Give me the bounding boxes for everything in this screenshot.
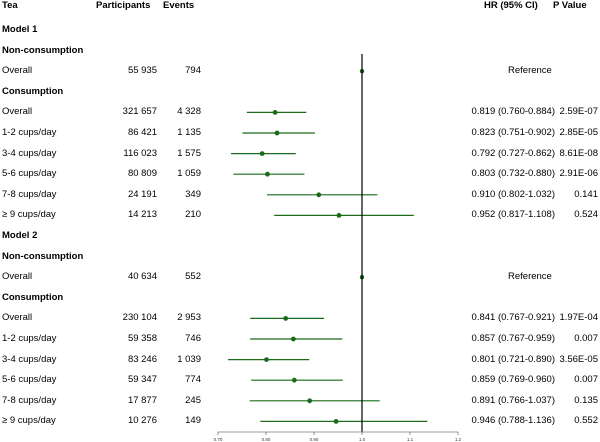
row-label: ≥ 9 cups/day	[2, 209, 56, 221]
p-value: 0.141	[574, 188, 598, 200]
hr-point	[272, 110, 278, 115]
model-heading: Model 2	[2, 230, 38, 241]
hr-point	[283, 316, 289, 321]
hr-point	[333, 419, 339, 424]
p-value: 3.56E-05	[559, 353, 598, 365]
hr-point	[291, 377, 297, 383]
hr-ci-value: 0.952 (0.817-1.108)	[471, 209, 555, 221]
p-value: 2.85E-05	[559, 127, 598, 138]
x-tick-label: 1.0	[359, 437, 366, 442]
hr-point	[316, 192, 322, 198]
x-tick-label: 1.2	[455, 437, 462, 442]
hr-point	[274, 130, 280, 136]
p-value: 0.552	[574, 415, 598, 427]
hr-point	[336, 213, 342, 218]
p-value: 0.007	[574, 374, 598, 386]
header-pvalue: P Value	[553, 0, 587, 11]
hr-ci-value: 0.819 (0.760-0.884)	[471, 106, 555, 118]
group-heading: Consumption	[2, 85, 64, 97]
events-value: 2 953	[177, 312, 201, 324]
header-participants: Participants	[96, 0, 151, 11]
hr-ci-value: 0.803 (0.732-0.880)	[471, 168, 555, 180]
participants-value: 40 634	[127, 271, 157, 283]
p-value: 0.007	[574, 333, 598, 344]
x-tick-label: 1.1	[407, 437, 414, 442]
events-value: 149	[185, 415, 201, 427]
events-value: 4 328	[177, 106, 201, 118]
events-value: 1 135	[177, 127, 201, 138]
p-value: 8.61E-08	[559, 147, 598, 159]
events-value: 746	[185, 333, 201, 344]
group-heading: Non-consumption	[2, 250, 84, 262]
p-value: 0.524	[574, 209, 598, 221]
row-label: Overall	[2, 106, 33, 118]
events-value: 210	[185, 209, 201, 221]
p-value: 0.135	[574, 394, 598, 406]
hr-ci-value: 0.792 (0.727-0.862)	[471, 147, 555, 159]
participants-value: 116 023	[123, 147, 157, 159]
x-tick-label: 0.80	[262, 437, 271, 442]
events-value: 794	[185, 65, 201, 77]
participants-value: 80 809	[127, 168, 157, 180]
x-tick-label: 0.70	[214, 437, 223, 442]
participants-value: 59 347	[127, 374, 157, 386]
participants-value: 17 877	[127, 394, 157, 406]
hr-point	[265, 171, 270, 177]
row-label: ≥ 9 cups/day	[2, 415, 56, 427]
row-label: 5-6 cups/day	[2, 168, 57, 180]
participants-value: 55 935	[127, 65, 157, 77]
participants-value: 86 421	[127, 127, 157, 138]
events-value: 774	[185, 374, 201, 386]
p-value: 2.59E-07	[559, 106, 598, 118]
events-value: 552	[185, 271, 201, 283]
hr-point	[290, 336, 296, 342]
hr-point	[259, 151, 265, 157]
row-label: Overall	[2, 65, 33, 77]
hr-ci-value: 0.857 (0.767-0.959)	[471, 333, 555, 344]
row-label: 3-4 cups/day	[2, 353, 57, 365]
p-value: 1.97E-04	[559, 312, 598, 324]
group-heading: Consumption	[2, 291, 64, 303]
hr-reference: Reference	[508, 271, 552, 283]
group-heading: Non-consumption	[2, 44, 84, 56]
model-heading: Model 1	[2, 24, 38, 35]
events-value: 1 575	[177, 147, 201, 159]
hr-ci-value: 0.823 (0.751-0.902)	[471, 127, 555, 138]
events-value: 349	[185, 188, 201, 200]
row-label: 1-2 cups/day	[2, 333, 57, 344]
events-value: 245	[185, 394, 201, 406]
participants-value: 14 213	[127, 209, 157, 221]
participants-value: 230 104	[122, 312, 157, 324]
header-events: Events	[163, 0, 195, 11]
hr-ci-value: 0.910 (0.802-1.032)	[471, 188, 555, 200]
header-hr: HR (95% CI)	[484, 0, 538, 11]
participants-value: 10 276	[127, 415, 157, 427]
p-value: 2.91E-06	[559, 168, 598, 180]
participants-value: 83 246	[127, 353, 157, 365]
x-tick-label: 0.90	[310, 437, 319, 442]
hr-reference: Reference	[508, 65, 552, 77]
hr-ci-value: 0.946 (0.788-1.136)	[471, 415, 555, 427]
participants-value: 59 358	[127, 333, 157, 344]
row-label: 7-8 cups/day	[2, 394, 57, 406]
row-label: 1-2 cups/day	[2, 127, 57, 138]
hr-ci-value: 0.841 (0.767-0.921)	[471, 312, 555, 324]
hr-ci-value: 0.891 (0.766-1.037)	[471, 394, 555, 406]
hr-point	[307, 398, 313, 404]
row-label: Overall	[2, 271, 33, 283]
row-label: 7-8 cups/day	[2, 188, 57, 200]
row-label: 5-6 cups/day	[2, 374, 57, 386]
participants-value: 24 191	[127, 188, 157, 200]
hr-ci-value: 0.801 (0.721-0.890)	[471, 353, 555, 365]
hr-ci-value: 0.859 (0.769-0.960)	[471, 374, 555, 386]
participants-value: 321 657	[122, 106, 157, 118]
header-tea: Tea	[2, 0, 18, 11]
row-label: 3-4 cups/day	[2, 147, 57, 159]
events-value: 1 039	[177, 353, 201, 365]
hr-point	[264, 357, 269, 362]
row-label: Overall	[2, 312, 33, 324]
events-value: 1 059	[177, 168, 201, 180]
